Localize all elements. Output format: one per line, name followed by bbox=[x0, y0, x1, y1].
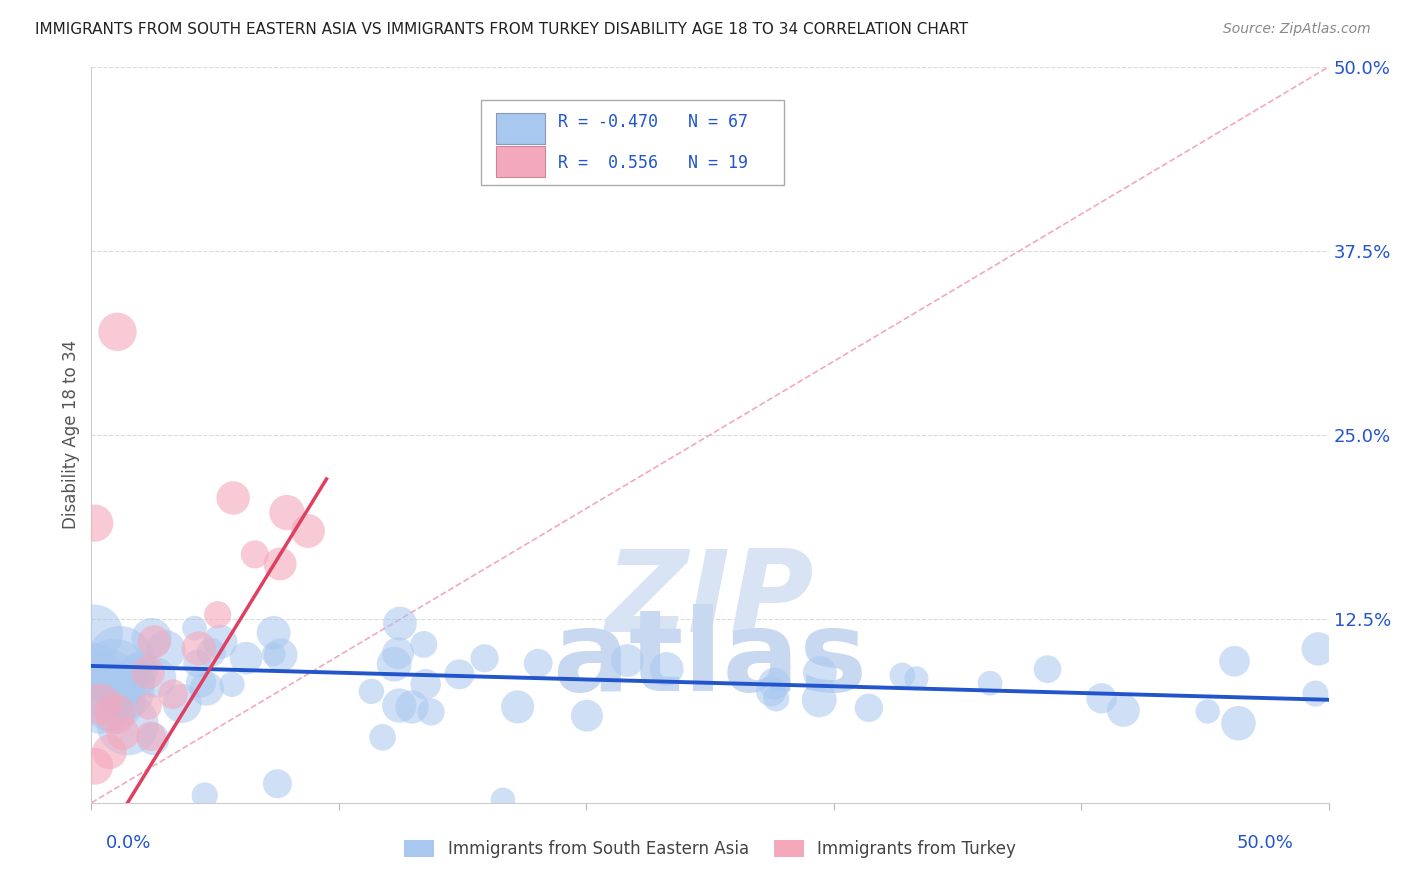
Point bbox=[141, 631, 163, 645]
Point bbox=[138, 699, 160, 714]
Point bbox=[104, 706, 127, 721]
Point bbox=[128, 673, 150, 688]
Point bbox=[388, 616, 411, 631]
Point bbox=[1197, 705, 1219, 719]
Point bbox=[616, 654, 638, 668]
Point bbox=[575, 708, 598, 723]
Point bbox=[276, 506, 298, 520]
Text: 50.0%: 50.0% bbox=[1237, 834, 1294, 852]
Point bbox=[1305, 687, 1327, 701]
Point bbox=[83, 759, 105, 773]
Point bbox=[492, 793, 515, 807]
Point bbox=[117, 717, 139, 731]
Point bbox=[474, 651, 496, 665]
Point bbox=[142, 731, 165, 746]
Point bbox=[1112, 703, 1135, 717]
Point bbox=[128, 663, 150, 677]
Point bbox=[1227, 716, 1250, 731]
Text: IMMIGRANTS FROM SOUTH EASTERN ASIA VS IMMIGRANTS FROM TURKEY DISABILITY AGE 18 T: IMMIGRANTS FROM SOUTH EASTERN ASIA VS IM… bbox=[35, 22, 969, 37]
Point bbox=[90, 693, 112, 707]
Point bbox=[139, 729, 162, 743]
Point bbox=[111, 726, 134, 740]
Point bbox=[194, 789, 217, 803]
Point bbox=[808, 665, 831, 680]
Point bbox=[808, 693, 831, 707]
Point bbox=[420, 705, 443, 719]
Point bbox=[107, 325, 129, 339]
Point bbox=[382, 657, 405, 672]
Point bbox=[143, 634, 166, 648]
Point bbox=[221, 677, 243, 691]
Point bbox=[98, 745, 121, 759]
Point bbox=[195, 681, 218, 696]
FancyBboxPatch shape bbox=[496, 146, 546, 178]
Point bbox=[263, 648, 285, 662]
Point bbox=[765, 691, 787, 706]
Point bbox=[136, 665, 159, 680]
Point bbox=[387, 646, 409, 660]
Point bbox=[388, 698, 411, 713]
Point bbox=[979, 676, 1001, 690]
Point bbox=[506, 699, 529, 714]
Point bbox=[401, 700, 423, 714]
Point bbox=[118, 680, 141, 694]
Point bbox=[83, 516, 105, 530]
Point bbox=[297, 524, 319, 538]
Point bbox=[263, 626, 285, 640]
Point bbox=[235, 651, 257, 665]
Text: ZIP: ZIP bbox=[606, 545, 814, 656]
Point bbox=[110, 653, 132, 667]
Point bbox=[412, 637, 434, 651]
Y-axis label: Disability Age 18 to 34: Disability Age 18 to 34 bbox=[62, 340, 80, 530]
Point bbox=[1308, 641, 1330, 656]
Point bbox=[125, 663, 148, 677]
Point bbox=[270, 648, 292, 662]
Point bbox=[415, 677, 437, 691]
Point bbox=[222, 491, 245, 505]
Point bbox=[371, 731, 394, 745]
Point bbox=[90, 697, 112, 711]
Point bbox=[763, 676, 786, 690]
Point bbox=[449, 667, 471, 681]
Text: R = -0.470   N = 67: R = -0.470 N = 67 bbox=[558, 113, 748, 131]
Point bbox=[83, 660, 105, 674]
Text: Source: ZipAtlas.com: Source: ZipAtlas.com bbox=[1223, 22, 1371, 37]
Point bbox=[155, 643, 177, 657]
Point bbox=[858, 701, 880, 715]
Point bbox=[183, 621, 205, 635]
Text: R =  0.556   N = 19: R = 0.556 N = 19 bbox=[558, 153, 748, 171]
Point bbox=[101, 690, 124, 704]
Point bbox=[200, 646, 222, 660]
FancyBboxPatch shape bbox=[496, 113, 546, 145]
Point bbox=[759, 684, 782, 698]
Point bbox=[83, 626, 105, 640]
Point bbox=[172, 697, 194, 711]
Point bbox=[655, 662, 678, 676]
Point bbox=[101, 690, 124, 705]
Point bbox=[190, 675, 212, 690]
Point bbox=[1090, 691, 1112, 706]
Point bbox=[187, 641, 209, 656]
FancyBboxPatch shape bbox=[481, 100, 785, 185]
Point bbox=[162, 687, 184, 701]
Point bbox=[243, 548, 266, 562]
Point bbox=[527, 656, 550, 670]
Point bbox=[103, 666, 125, 681]
Legend: Immigrants from South Eastern Asia, Immigrants from Turkey: Immigrants from South Eastern Asia, Immi… bbox=[398, 833, 1022, 864]
Point bbox=[1036, 662, 1059, 676]
Point bbox=[905, 672, 928, 686]
Point bbox=[114, 682, 136, 697]
Point bbox=[209, 635, 232, 649]
Text: atlas: atlas bbox=[553, 604, 868, 714]
Point bbox=[97, 670, 120, 684]
Point bbox=[207, 607, 229, 622]
Point bbox=[266, 777, 288, 791]
Point bbox=[360, 684, 382, 698]
Point bbox=[891, 668, 914, 682]
Point bbox=[269, 557, 291, 571]
Point bbox=[186, 657, 208, 671]
Point bbox=[145, 671, 167, 685]
Text: 0.0%: 0.0% bbox=[105, 834, 150, 852]
Point bbox=[1223, 654, 1246, 668]
